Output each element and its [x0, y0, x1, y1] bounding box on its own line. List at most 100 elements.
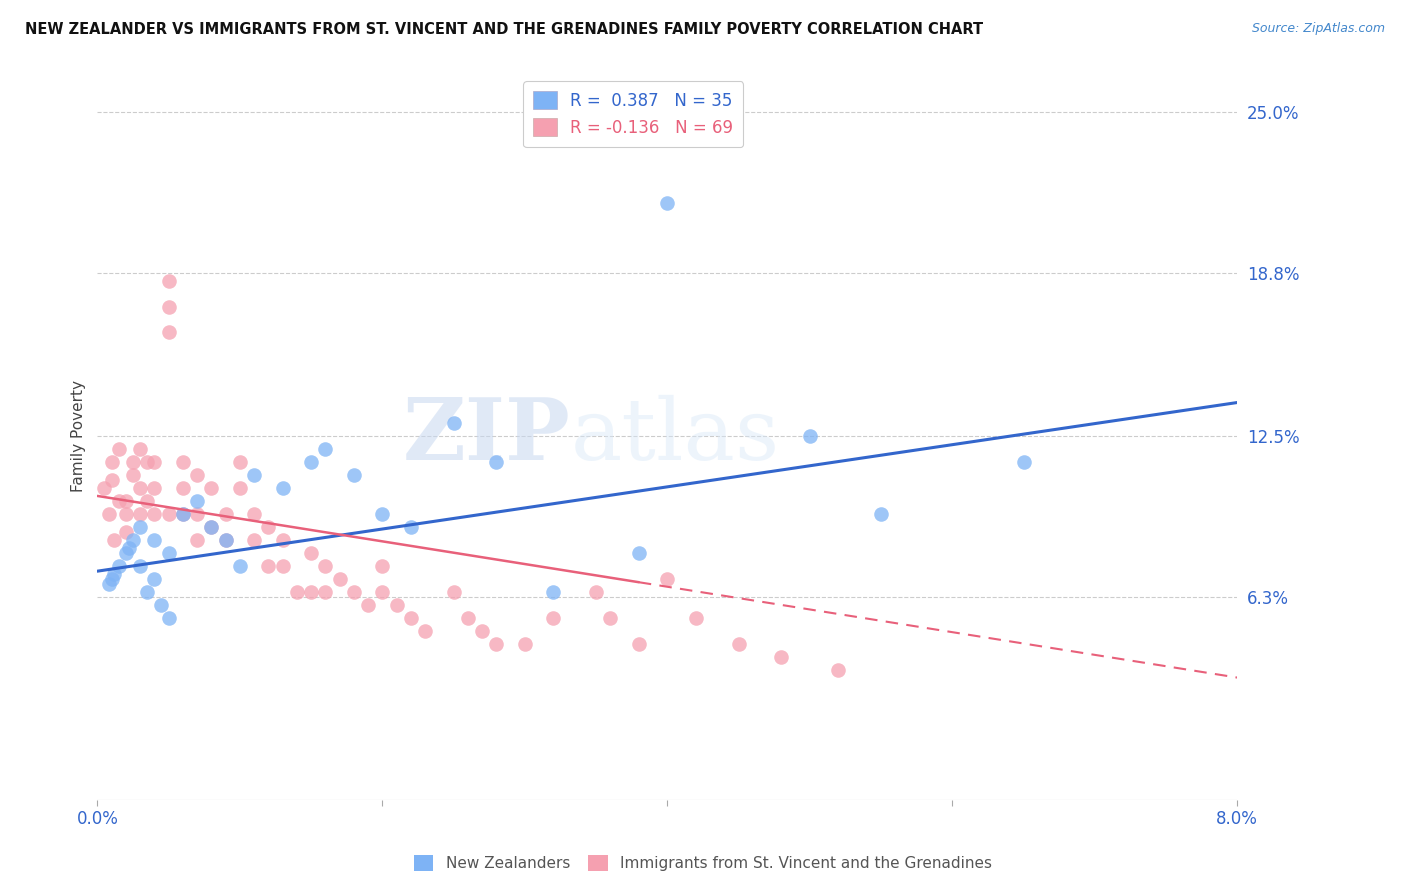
Point	[97, 507, 120, 521]
Point	[157, 507, 180, 521]
Point	[129, 520, 152, 534]
Point	[200, 520, 222, 534]
Point	[585, 585, 607, 599]
Text: ZIP: ZIP	[402, 394, 571, 478]
Point	[143, 507, 166, 521]
Point	[186, 507, 208, 521]
Point	[122, 468, 145, 483]
Point	[299, 455, 322, 469]
Point	[485, 455, 508, 469]
Point	[685, 611, 707, 625]
Point	[129, 481, 152, 495]
Point	[229, 455, 252, 469]
Point	[371, 507, 394, 521]
Point	[329, 572, 352, 586]
Point	[485, 637, 508, 651]
Point	[371, 585, 394, 599]
Point	[627, 546, 650, 560]
Point	[271, 533, 294, 547]
Point	[1012, 455, 1035, 469]
Y-axis label: Family Poverty: Family Poverty	[72, 380, 86, 492]
Point	[399, 520, 422, 534]
Point	[657, 195, 679, 210]
Point	[103, 566, 125, 581]
Point	[129, 559, 152, 574]
Point	[727, 637, 749, 651]
Point	[357, 598, 380, 612]
Point	[100, 455, 122, 469]
Point	[543, 585, 565, 599]
Point	[285, 585, 308, 599]
Point	[243, 507, 266, 521]
Point	[118, 541, 141, 555]
Point	[136, 494, 159, 508]
Point	[243, 533, 266, 547]
Point	[186, 494, 208, 508]
Point	[186, 468, 208, 483]
Point	[214, 507, 236, 521]
Point	[172, 507, 194, 521]
Point	[385, 598, 408, 612]
Point	[157, 300, 180, 314]
Point	[172, 507, 194, 521]
Point	[122, 455, 145, 469]
Point	[172, 455, 194, 469]
Point	[136, 455, 159, 469]
Point	[299, 585, 322, 599]
Point	[271, 559, 294, 574]
Point	[243, 468, 266, 483]
Point	[115, 546, 138, 560]
Point	[443, 417, 465, 431]
Point	[627, 637, 650, 651]
Point	[200, 481, 222, 495]
Point	[343, 468, 366, 483]
Point	[457, 611, 479, 625]
Point	[443, 585, 465, 599]
Point	[513, 637, 536, 651]
Point	[157, 611, 180, 625]
Legend: New Zealanders, Immigrants from St. Vincent and the Grenadines: New Zealanders, Immigrants from St. Vinc…	[408, 849, 998, 877]
Point	[129, 507, 152, 521]
Point	[115, 507, 138, 521]
Point	[122, 533, 145, 547]
Point	[143, 572, 166, 586]
Text: atlas: atlas	[571, 394, 779, 478]
Point	[827, 663, 849, 677]
Point	[399, 611, 422, 625]
Point	[229, 559, 252, 574]
Point	[314, 585, 336, 599]
Point	[543, 611, 565, 625]
Point	[157, 274, 180, 288]
Point	[97, 577, 120, 591]
Point	[143, 455, 166, 469]
Point	[343, 585, 366, 599]
Point	[371, 559, 394, 574]
Point	[103, 533, 125, 547]
Point	[770, 649, 793, 664]
Text: NEW ZEALANDER VS IMMIGRANTS FROM ST. VINCENT AND THE GRENADINES FAMILY POVERTY C: NEW ZEALANDER VS IMMIGRANTS FROM ST. VIN…	[25, 22, 983, 37]
Point	[115, 525, 138, 540]
Point	[150, 598, 173, 612]
Point	[214, 533, 236, 547]
Point	[271, 481, 294, 495]
Point	[136, 585, 159, 599]
Point	[200, 520, 222, 534]
Point	[107, 442, 129, 457]
Point	[599, 611, 621, 625]
Point	[299, 546, 322, 560]
Point	[657, 572, 679, 586]
Point	[143, 533, 166, 547]
Point	[186, 533, 208, 547]
Point	[214, 533, 236, 547]
Point	[172, 481, 194, 495]
Point	[799, 429, 821, 443]
Point	[314, 442, 336, 457]
Point	[314, 559, 336, 574]
Point	[870, 507, 893, 521]
Point	[93, 481, 115, 495]
Point	[257, 520, 280, 534]
Point	[257, 559, 280, 574]
Point	[100, 474, 122, 488]
Point	[157, 326, 180, 340]
Point	[100, 572, 122, 586]
